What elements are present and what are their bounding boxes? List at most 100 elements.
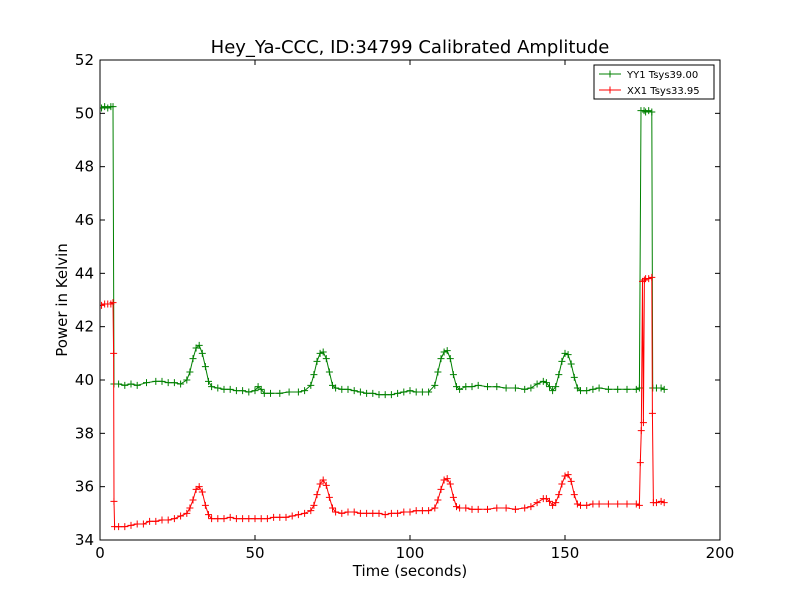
- legend-box: [593, 64, 715, 100]
- data-point: [189, 496, 197, 504]
- data-point: [595, 500, 603, 508]
- data-point: [186, 504, 194, 512]
- data-point: [325, 493, 333, 501]
- data-point: [660, 499, 668, 507]
- data-point: [502, 504, 510, 512]
- data-point: [400, 388, 408, 396]
- data-point: [294, 388, 302, 396]
- data-point: [604, 385, 612, 393]
- data-point: [521, 385, 529, 393]
- data-point: [205, 377, 212, 385]
- data-point: [319, 348, 327, 356]
- data-point: [158, 377, 166, 385]
- data-point: [425, 388, 433, 396]
- data-point: [570, 373, 578, 381]
- data-point: [115, 380, 123, 388]
- data-point: [446, 480, 454, 488]
- data-point: [363, 389, 371, 397]
- data-point: [338, 385, 346, 393]
- data-point: [285, 388, 293, 396]
- data-point: [577, 387, 584, 395]
- data-point: [623, 385, 631, 393]
- data-point: [152, 377, 160, 385]
- data-point: [527, 503, 535, 511]
- data-point: [220, 515, 228, 523]
- data-point: [552, 499, 560, 507]
- data-point: [443, 347, 451, 355]
- data-point: [468, 383, 476, 391]
- data-point: [437, 485, 445, 493]
- data-point: [555, 491, 563, 499]
- data-point: [101, 103, 109, 111]
- x-tick-label: 150: [551, 544, 580, 562]
- data-point: [201, 363, 209, 371]
- data-point: [648, 108, 656, 116]
- data-point: [170, 515, 178, 523]
- data-point: [220, 385, 228, 393]
- data-point: [276, 513, 284, 521]
- data-point: [313, 491, 321, 499]
- series-0: [100, 103, 668, 399]
- data-point: [412, 388, 420, 396]
- data-point: [282, 513, 290, 521]
- data-point: [573, 500, 581, 508]
- data-point: [198, 488, 206, 496]
- data-point: [431, 504, 439, 512]
- data-point: [595, 384, 603, 392]
- data-point: [338, 509, 346, 517]
- data-point: [344, 508, 352, 516]
- data-point: [208, 383, 216, 391]
- data-point: [195, 341, 203, 349]
- data-point: [589, 500, 597, 508]
- data-point: [316, 480, 324, 488]
- data-point: [434, 496, 442, 504]
- data-point: [440, 476, 448, 484]
- data-point: [546, 497, 553, 505]
- data-point: [394, 509, 402, 517]
- y-tick-label: 50: [75, 104, 94, 122]
- data-point: [549, 387, 557, 395]
- data-point: [232, 387, 240, 395]
- data-point: [660, 385, 668, 393]
- data-point: [425, 507, 433, 515]
- y-tick-label: 40: [75, 371, 94, 389]
- data-point: [564, 351, 572, 359]
- data-point: [115, 523, 123, 531]
- data-point: [642, 108, 650, 116]
- data-point: [564, 471, 572, 479]
- data-point: [239, 387, 247, 395]
- axis-ticks: 0 50 100 150 200 34 36 38 40 42 44 46 48 50 52: [75, 51, 734, 562]
- data-point: [158, 516, 166, 524]
- data-point: [614, 385, 622, 393]
- data-point: [449, 493, 457, 501]
- data-point: [121, 523, 129, 531]
- data-point: [375, 391, 383, 399]
- data-point: [245, 388, 253, 396]
- data-point: [198, 349, 206, 357]
- data-point: [350, 508, 358, 516]
- plot-area: [100, 103, 668, 531]
- data-point: [245, 515, 253, 523]
- data-point: [251, 387, 259, 395]
- data-point: [468, 505, 476, 513]
- data-point: [639, 419, 647, 427]
- data-point: [567, 360, 575, 368]
- data-point: [301, 509, 309, 517]
- data-point: [632, 500, 640, 508]
- data-point: [493, 504, 501, 512]
- data-point: [657, 497, 665, 505]
- data-point: [208, 515, 216, 523]
- data-point: [561, 472, 569, 480]
- data-point: [170, 379, 178, 387]
- data-point: [363, 509, 371, 517]
- y-tick-label: 38: [75, 424, 94, 442]
- data-point: [133, 520, 141, 528]
- data-point: [449, 371, 457, 379]
- data-point: [542, 379, 550, 387]
- data-point: [307, 381, 315, 389]
- data-point: [561, 349, 569, 357]
- data-point: [260, 389, 268, 397]
- data-point: [453, 503, 460, 511]
- data-point: [657, 384, 665, 392]
